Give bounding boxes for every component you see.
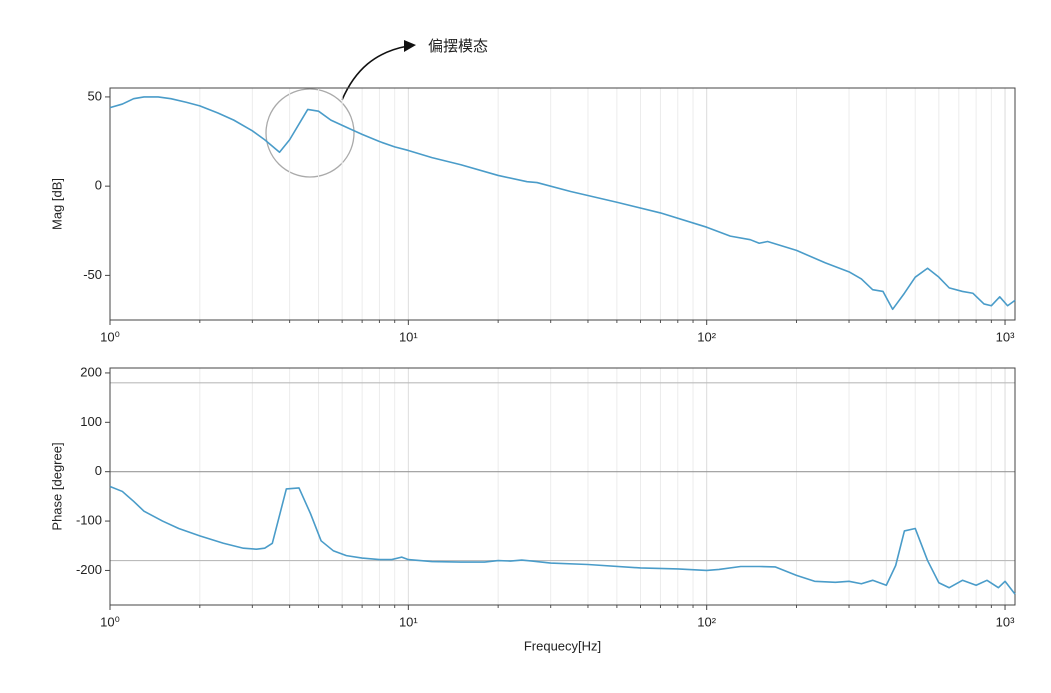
- x-axis-label: Frequecy[Hz]: [524, 638, 601, 653]
- y-tick-label: 0: [95, 178, 102, 193]
- y-tick-label: 50: [88, 88, 102, 103]
- y-tick-label: 100: [80, 414, 102, 429]
- y-tick-label: 0: [95, 463, 102, 478]
- y-axis-label: Phase [degree]: [49, 442, 64, 530]
- plot-frame: [109, 367, 1016, 606]
- x-tick-label: 10¹: [399, 329, 418, 344]
- annotation-arrow: [341, 45, 409, 101]
- x-tick-label: 10²: [697, 614, 716, 629]
- highlight-circle: [265, 88, 355, 178]
- arrow-head: [404, 40, 416, 52]
- x-tick-label: 10¹: [399, 614, 418, 629]
- y-tick-label: 200: [80, 364, 102, 379]
- x-tick-label: 10³: [996, 614, 1015, 629]
- plot-frame: [109, 87, 1016, 321]
- y-tick-label: -200: [76, 562, 102, 577]
- line-series: [109, 485, 1016, 595]
- line-series: [109, 96, 1016, 311]
- y-axis-label: Mag [dB]: [49, 178, 64, 230]
- annotation: 偏摆模态: [428, 38, 488, 55]
- x-tick-label: 10²: [697, 329, 716, 344]
- x-tick-label: 10⁰: [100, 614, 120, 629]
- y-tick-label: -50: [83, 267, 102, 282]
- y-tick-label: -100: [76, 513, 102, 528]
- x-tick-label: 10⁰: [100, 329, 120, 344]
- x-tick-label: 10³: [996, 329, 1015, 344]
